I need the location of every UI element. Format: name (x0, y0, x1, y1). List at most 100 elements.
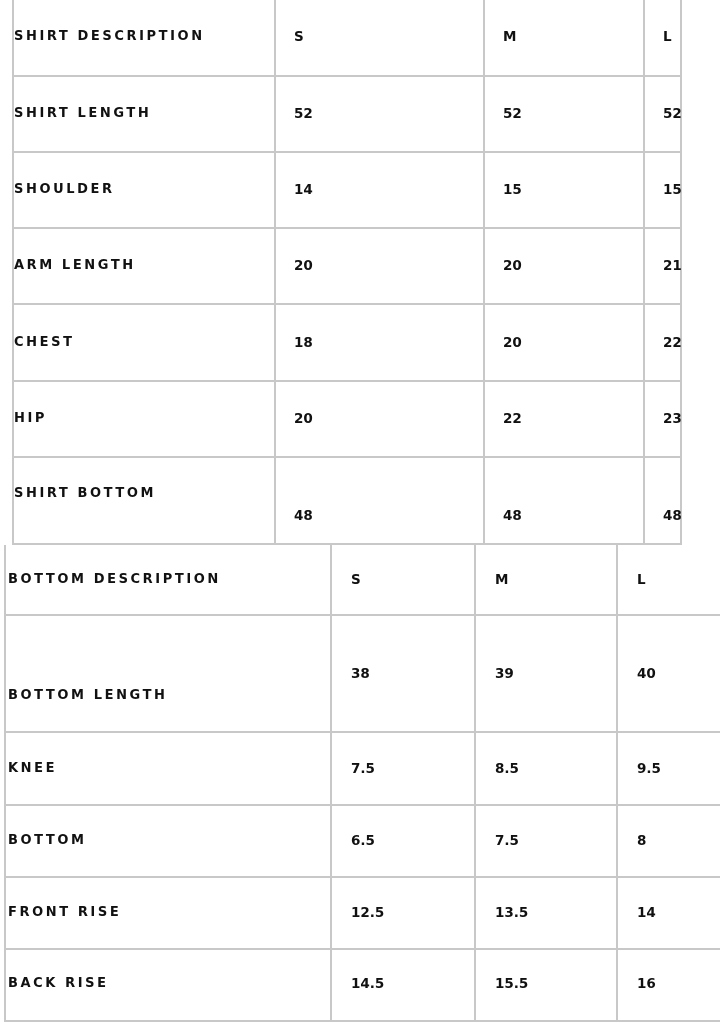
table-cell: 8.5 (476, 733, 618, 806)
table-cell: SHIRT LENGTH (12, 77, 276, 153)
measurement-value: 48 (294, 508, 313, 524)
table-cell: 8 (618, 806, 720, 878)
header-cell: M (485, 0, 645, 77)
measurement-value: 6.5 (351, 833, 375, 849)
column-header: BOTTOM DESCRIPTION (8, 571, 221, 587)
table-cell: CHEST (12, 305, 276, 382)
row-label: ARM LENGTH (14, 258, 136, 273)
header-cell: SHIRT DESCRIPTION (12, 0, 276, 77)
table-cell: 7.5 (476, 806, 618, 878)
measurement-value: 20 (503, 334, 522, 351)
column-header: S (294, 28, 304, 45)
table-cell: 23 (645, 382, 682, 458)
table-cell: FRONT RISE (4, 878, 332, 950)
table-cell: SHIRT BOTTOM (12, 458, 276, 545)
table-cell: 38 (332, 616, 476, 733)
measurement-value: 8 (637, 833, 647, 849)
measurement-value: 22 (663, 334, 682, 351)
table-cell: 39 (476, 616, 618, 733)
measurement-value: 52 (294, 106, 313, 122)
column-header: L (637, 571, 646, 588)
measurement-value: 14 (294, 182, 313, 198)
table-cell: 6.5 (332, 806, 476, 878)
row-label: KNEE (8, 760, 58, 776)
row-label: SHOULDER (14, 182, 115, 197)
table-cell: 15 (485, 153, 645, 229)
table-cell: 20 (276, 382, 485, 458)
table-cell: 48 (645, 458, 682, 545)
header-cell: S (332, 545, 476, 616)
table-cell: SHOULDER (12, 153, 276, 229)
table-cell: 14 (276, 153, 485, 229)
table-cell: 48 (485, 458, 645, 545)
header-cell: S (276, 0, 485, 77)
header-cell: L (645, 0, 682, 77)
header-cell: M (476, 545, 618, 616)
measurement-value: 15 (503, 182, 522, 198)
table-cell: KNEE (4, 733, 332, 806)
measurement-value: 38 (351, 666, 370, 682)
measurement-value: 21 (663, 258, 682, 274)
measurement-value: 20 (503, 258, 522, 274)
measurement-value: 48 (663, 508, 682, 524)
table-cell: 20 (485, 229, 645, 305)
measurement-value: 39 (495, 666, 514, 682)
table-cell: BOTTOM (4, 806, 332, 878)
table-cell: ARM LENGTH (12, 229, 276, 305)
column-header: L (663, 28, 672, 45)
table-cell: 20 (276, 229, 485, 305)
measurement-value: 7.5 (351, 760, 375, 777)
table-cell: 52 (645, 77, 682, 153)
measurement-value: 13.5 (495, 905, 529, 921)
measurement-value: 9.5 (637, 760, 661, 777)
measurement-value: 20 (294, 258, 313, 274)
table-cell: HIP (12, 382, 276, 458)
row-label: CHEST (14, 334, 75, 350)
table-cell: BACK RISE (4, 950, 332, 1022)
measurement-value: 15 (663, 182, 682, 198)
table-cell: 14 (618, 878, 720, 950)
measurement-value: 52 (503, 106, 522, 122)
table-cell: 16 (618, 950, 720, 1022)
table-cell: 22 (485, 382, 645, 458)
row-label: HIP (14, 411, 48, 426)
row-label: SHIRT BOTTOM (14, 486, 157, 501)
measurement-value: 48 (503, 508, 522, 524)
table-cell: 52 (485, 77, 645, 153)
measurement-value: 20 (294, 411, 313, 427)
measurement-value: 16 (637, 976, 656, 992)
measurement-value: 8.5 (495, 760, 519, 777)
measurement-value: 40 (637, 666, 656, 682)
row-label: BOTTOM (8, 833, 87, 848)
row-label: FRONT RISE (8, 905, 122, 920)
table-cell: 21 (645, 229, 682, 305)
row-label: SHIRT LENGTH (14, 106, 152, 121)
measurement-value: 7.5 (495, 833, 519, 849)
table-cell: 40 (618, 616, 720, 733)
table-cell: 7.5 (332, 733, 476, 806)
column-header: M (495, 571, 509, 588)
measurement-value: 22 (503, 411, 522, 427)
row-label: BOTTOM LENGTH (8, 688, 168, 703)
header-cell: BOTTOM DESCRIPTION (4, 545, 332, 616)
column-header: S (351, 571, 361, 588)
table-cell: 20 (485, 305, 645, 382)
table-cell: 18 (276, 305, 485, 382)
table-cell: 13.5 (476, 878, 618, 950)
header-cell: L (618, 545, 720, 616)
measurement-value: 23 (663, 411, 682, 427)
table-cell: BOTTOM LENGTH (4, 616, 332, 733)
table-cell: 12.5 (332, 878, 476, 950)
table-cell: 15 (645, 153, 682, 229)
table-cell: 22 (645, 305, 682, 382)
measurement-value: 18 (294, 334, 313, 351)
table-cell: 14.5 (332, 950, 476, 1022)
measurement-value: 14 (637, 905, 656, 921)
row-label: BACK RISE (8, 976, 109, 991)
measurement-value: 52 (663, 106, 682, 122)
table-cell: 52 (276, 77, 485, 153)
table-cell: 15.5 (476, 950, 618, 1022)
column-header: SHIRT DESCRIPTION (14, 28, 205, 44)
column-header: M (503, 28, 517, 45)
measurement-value: 14.5 (351, 976, 385, 992)
